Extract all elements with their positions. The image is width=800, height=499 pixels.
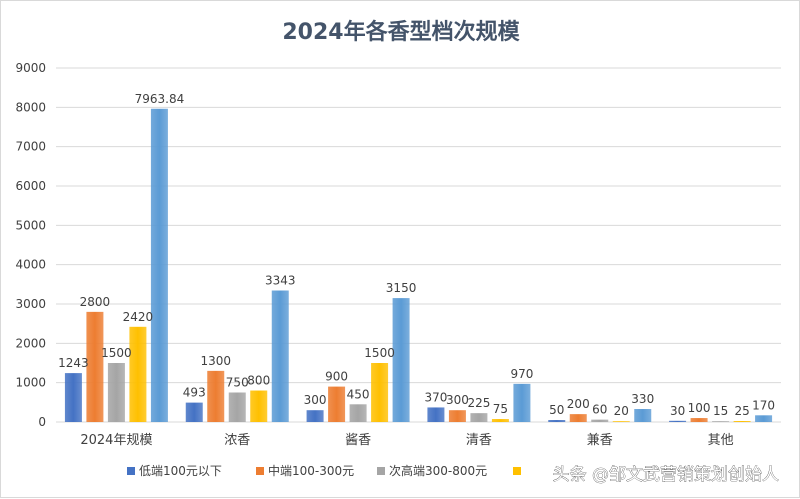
data-label: 370 bbox=[424, 390, 447, 404]
data-label: 75 bbox=[493, 402, 508, 416]
bar-4-4 bbox=[634, 409, 652, 422]
category-label: 其他 bbox=[708, 433, 734, 448]
data-label: 2800 bbox=[80, 295, 111, 309]
data-label: 1243 bbox=[58, 356, 89, 370]
data-label: 170 bbox=[752, 398, 775, 412]
category-label: 清香 bbox=[466, 433, 492, 448]
legend-swatch bbox=[256, 467, 264, 475]
category-label: 浓香 bbox=[224, 433, 250, 448]
y-tick-label: 8000 bbox=[15, 100, 46, 114]
bar-2-3 bbox=[371, 363, 389, 422]
bar-4-1 bbox=[569, 414, 587, 422]
data-label: 60 bbox=[592, 403, 607, 417]
bar-5-2 bbox=[712, 421, 730, 422]
bar-2-4 bbox=[392, 298, 410, 422]
bar-5-3 bbox=[733, 421, 751, 422]
y-tick-label: 4000 bbox=[15, 258, 46, 272]
bar-3-4 bbox=[513, 383, 531, 422]
category-label: 2024年规模 bbox=[80, 433, 152, 448]
bar-3-2 bbox=[470, 413, 488, 422]
y-tick-label: 2000 bbox=[15, 336, 46, 350]
bar-0-3 bbox=[129, 326, 147, 422]
y-tick-label: 6000 bbox=[15, 179, 46, 193]
bar-1-1 bbox=[207, 370, 225, 422]
y-tick-label: 3000 bbox=[15, 297, 46, 311]
y-tick-label: 0 bbox=[38, 415, 46, 429]
data-label: 1300 bbox=[200, 354, 231, 368]
category-axis: 2024年规模 浓香 酱香 清香 兼香 其他 bbox=[80, 433, 733, 448]
bar-3-1 bbox=[448, 410, 466, 422]
bar-0-1 bbox=[86, 311, 104, 422]
bar-2-1 bbox=[328, 386, 346, 422]
category-label: 兼香 bbox=[587, 433, 613, 448]
bar-2-0 bbox=[306, 410, 324, 422]
legend-label: 次高端300-800元 bbox=[389, 463, 487, 478]
bar-5-4 bbox=[755, 415, 773, 422]
watermark-text: 头条 @邹文武营销策划创始人 bbox=[553, 465, 779, 485]
legend-swatch bbox=[377, 467, 385, 475]
data-label: 300 bbox=[304, 393, 327, 407]
bar-4-0 bbox=[548, 420, 566, 422]
y-tick-label: 5000 bbox=[15, 218, 46, 232]
data-label: 970 bbox=[510, 367, 533, 381]
bar-4-3 bbox=[612, 421, 630, 422]
y-tick-label: 9000 bbox=[15, 61, 46, 75]
data-label: 493 bbox=[183, 386, 206, 400]
bar-1-0 bbox=[185, 402, 203, 422]
data-label: 900 bbox=[325, 370, 348, 384]
legend-swatch bbox=[127, 467, 135, 475]
bar-5-1 bbox=[690, 418, 708, 422]
bar-series bbox=[64, 108, 773, 423]
data-label: 225 bbox=[467, 396, 490, 410]
data-label: 20 bbox=[614, 404, 629, 418]
legend-label: 中端100-300元 bbox=[268, 463, 354, 478]
y-tick-label: 7000 bbox=[15, 140, 46, 154]
data-label: 100 bbox=[688, 401, 711, 415]
grid-lines bbox=[56, 67, 781, 423]
bar-1-4 bbox=[271, 290, 289, 422]
y-tick-label: 1000 bbox=[15, 376, 46, 390]
bar-2-2 bbox=[349, 404, 367, 422]
category-label: 酱香 bbox=[345, 433, 371, 448]
legend: 低端100元以下 中端100-300元 次高端300-800元 bbox=[127, 463, 521, 478]
data-label: 2420 bbox=[123, 310, 154, 324]
bar-3-0 bbox=[427, 407, 445, 422]
data-label: 800 bbox=[247, 374, 270, 388]
legend-swatch bbox=[513, 467, 521, 475]
bar-0-0 bbox=[64, 373, 82, 422]
data-label: 30 bbox=[670, 404, 685, 418]
y-axis-ticks: 0 1000 2000 3000 4000 5000 6000 7000 8000 9000 bbox=[15, 61, 46, 429]
data-label: 1500 bbox=[364, 346, 395, 360]
data-label: 50 bbox=[549, 403, 564, 417]
chart-title: 2024年各香型档次规模 bbox=[282, 19, 520, 45]
bar-3-3 bbox=[491, 419, 509, 422]
data-label: 300 bbox=[446, 393, 469, 407]
data-label: 25 bbox=[734, 404, 749, 418]
data-label: 7963.84 bbox=[135, 92, 185, 106]
bar-5-0 bbox=[669, 420, 687, 422]
data-label: 750 bbox=[226, 376, 249, 390]
data-label: 450 bbox=[347, 387, 370, 401]
legend-label: 低端100元以下 bbox=[139, 464, 222, 478]
data-label: 3343 bbox=[265, 274, 296, 288]
data-label: 1500 bbox=[101, 346, 132, 360]
bar-4-2 bbox=[591, 419, 609, 422]
data-label: 3150 bbox=[386, 281, 417, 295]
data-label: 330 bbox=[631, 392, 654, 406]
bar-0-4 bbox=[150, 108, 168, 423]
data-label: 200 bbox=[567, 397, 590, 411]
bar-0-2 bbox=[107, 363, 125, 422]
data-label: 15 bbox=[713, 404, 728, 418]
bar-1-2 bbox=[228, 392, 246, 422]
bar-1-3 bbox=[250, 390, 268, 422]
